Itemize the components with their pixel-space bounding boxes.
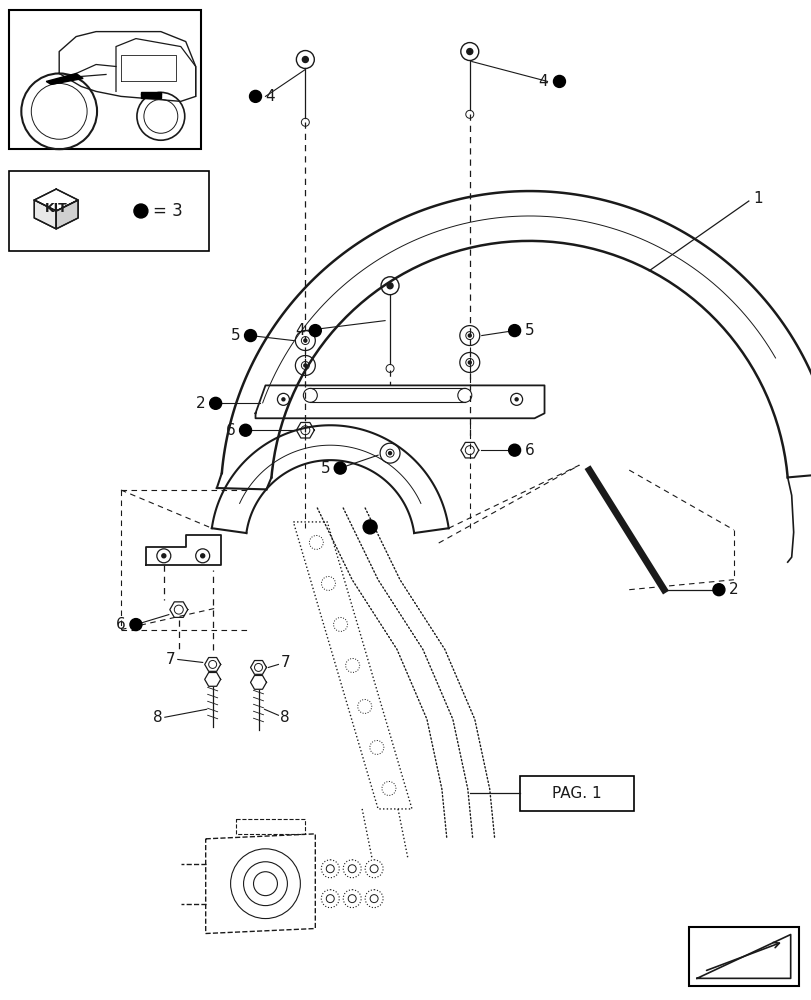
Bar bbox=[10, 10, 200, 149]
Text: PAG. 1: PAG. 1 bbox=[551, 786, 601, 801]
Text: 6: 6 bbox=[225, 423, 235, 438]
Text: 7: 7 bbox=[166, 652, 175, 667]
Polygon shape bbox=[141, 92, 161, 98]
Text: 5: 5 bbox=[524, 323, 534, 338]
Text: 7: 7 bbox=[280, 655, 290, 670]
Circle shape bbox=[249, 90, 261, 102]
Text: 5: 5 bbox=[230, 328, 240, 343]
Bar bbox=[519, 776, 633, 811]
Text: 4: 4 bbox=[265, 89, 275, 104]
Circle shape bbox=[508, 325, 520, 337]
Text: 4: 4 bbox=[295, 323, 305, 338]
Circle shape bbox=[514, 398, 517, 401]
Bar bbox=[10, 171, 208, 251]
Circle shape bbox=[387, 283, 393, 289]
Circle shape bbox=[134, 204, 148, 218]
Text: 6: 6 bbox=[524, 443, 534, 458]
Text: 2: 2 bbox=[195, 396, 205, 411]
Circle shape bbox=[388, 452, 391, 455]
Text: 1: 1 bbox=[753, 191, 762, 206]
Circle shape bbox=[303, 339, 307, 342]
Circle shape bbox=[209, 397, 221, 409]
Text: 5: 5 bbox=[320, 461, 330, 476]
Text: 8: 8 bbox=[280, 710, 290, 725]
Circle shape bbox=[200, 554, 204, 558]
Circle shape bbox=[363, 520, 376, 534]
Polygon shape bbox=[34, 200, 56, 229]
Circle shape bbox=[244, 330, 256, 342]
Text: 6: 6 bbox=[116, 617, 126, 632]
Circle shape bbox=[239, 424, 251, 436]
Text: 4: 4 bbox=[537, 74, 547, 89]
Circle shape bbox=[508, 444, 520, 456]
Polygon shape bbox=[56, 200, 78, 229]
Circle shape bbox=[468, 361, 470, 364]
Circle shape bbox=[302, 57, 308, 63]
Circle shape bbox=[553, 75, 564, 87]
Polygon shape bbox=[46, 73, 83, 84]
Circle shape bbox=[712, 584, 724, 596]
Text: = 3: = 3 bbox=[152, 202, 182, 220]
Text: KIT: KIT bbox=[45, 202, 67, 215]
Polygon shape bbox=[34, 189, 78, 211]
Text: 2: 2 bbox=[728, 582, 738, 597]
Circle shape bbox=[468, 334, 470, 337]
Circle shape bbox=[466, 49, 472, 55]
Text: 8: 8 bbox=[153, 710, 163, 725]
Circle shape bbox=[334, 462, 345, 474]
Circle shape bbox=[303, 364, 307, 367]
Circle shape bbox=[309, 325, 321, 337]
Bar bbox=[689, 927, 798, 986]
Circle shape bbox=[130, 619, 142, 631]
Circle shape bbox=[161, 554, 165, 558]
Circle shape bbox=[281, 398, 285, 401]
